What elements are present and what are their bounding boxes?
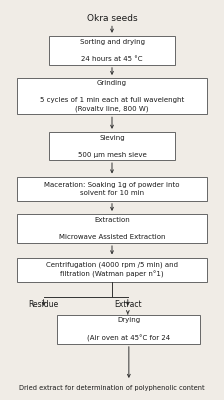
Text: Grinding

5 cycles of 1 min each at full wavelenght
(Rovaltv line, 800 W): Grinding 5 cycles of 1 min each at full …: [40, 80, 184, 112]
Text: Okra seeds: Okra seeds: [87, 14, 137, 23]
Text: Sorting and drying

24 hours at 45 °C: Sorting and drying 24 hours at 45 °C: [80, 39, 144, 62]
Text: Centrifugation (4000 rpm /5 min) and
filtration (Watman paper n°1): Centrifugation (4000 rpm /5 min) and fil…: [46, 262, 178, 278]
Bar: [57, 315, 200, 344]
Bar: [49, 36, 175, 65]
Text: Residue: Residue: [28, 300, 59, 309]
Text: Dried extract for determination of polyphenolic content: Dried extract for determination of polyp…: [19, 385, 205, 391]
Text: Maceration: Soaking 1g of powder into
solvent for 10 min: Maceration: Soaking 1g of powder into so…: [44, 182, 180, 196]
Bar: [17, 177, 207, 201]
Text: Extraction

Microwave Assisted Extraction: Extraction Microwave Assisted Extraction: [59, 217, 165, 240]
Bar: [17, 78, 207, 114]
Bar: [49, 132, 175, 160]
Text: Drying

(Air oven at 45°C for 24: Drying (Air oven at 45°C for 24: [87, 317, 170, 342]
Bar: [17, 214, 207, 243]
Text: Extract: Extract: [114, 300, 142, 309]
Bar: [17, 258, 207, 282]
Text: Sieving

500 μm mesh sieve: Sieving 500 μm mesh sieve: [78, 135, 146, 158]
